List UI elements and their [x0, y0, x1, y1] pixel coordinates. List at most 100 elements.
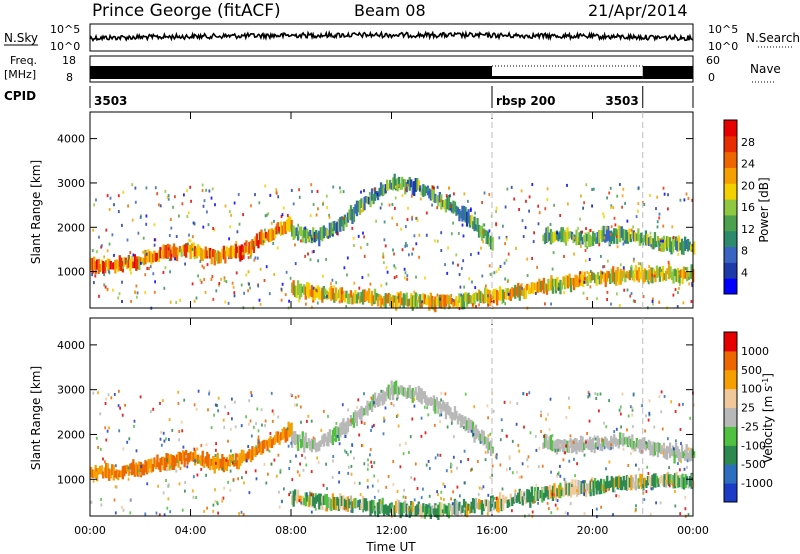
heatmap-cell: [440, 403, 443, 413]
heatmap-cell: [313, 497, 316, 509]
heatmap-speck: [626, 288, 629, 292]
heatmap-speck: [601, 271, 604, 275]
heatmap-cell: [693, 241, 696, 255]
heatmap-speck: [518, 496, 520, 500]
heatmap-cell: [209, 247, 212, 259]
heatmap-cell: [102, 471, 105, 479]
heatmap-cell: [449, 504, 452, 512]
heatmap-speck: [383, 261, 385, 265]
heatmap-speck: [625, 274, 627, 278]
heatmap-cell: [398, 176, 401, 188]
heatmap-speck: [99, 447, 102, 451]
heatmap-cell: [334, 223, 337, 234]
heatmap-cell: [331, 429, 334, 446]
heatmap-cell: [583, 480, 586, 497]
heatmap-cell: [414, 505, 417, 517]
heatmap-cell: [304, 228, 307, 244]
heatmap-speck: [679, 428, 682, 431]
heatmap-speck: [309, 214, 312, 218]
heatmap-speck: [187, 211, 190, 215]
freq-bar-2: [642, 66, 693, 79]
heatmap-speck: [309, 258, 312, 262]
heatmap-cell: [577, 277, 580, 288]
heatmap-speck: [156, 192, 159, 196]
heatmap-speck: [667, 437, 669, 441]
heatmap-speck: [207, 223, 210, 227]
heatmap-speck: [440, 398, 442, 402]
heatmap-cell: [103, 467, 106, 477]
heatmap-speck: [568, 406, 571, 409]
heatmap-speck: [610, 443, 612, 447]
heatmap-cell: [662, 235, 666, 252]
heatmap-speck: [99, 412, 102, 416]
heatmap-speck: [661, 427, 664, 431]
heatmap-speck: [550, 302, 552, 306]
heatmap-speck: [416, 487, 419, 490]
heatmap-speck: [588, 419, 591, 423]
heatmap-cell: [572, 278, 576, 291]
heatmap-speck: [153, 223, 156, 227]
heatmap-speck: [338, 442, 341, 446]
heatmap-speck: [522, 235, 525, 238]
heatmap-speck: [411, 215, 413, 219]
heatmap-speck: [231, 417, 233, 421]
heatmap-cell: [687, 452, 690, 460]
heatmap-speck: [350, 419, 352, 423]
heatmap-speck: [577, 242, 580, 245]
colorbar-tick-label: 1000: [741, 345, 769, 358]
heatmap-cell: [114, 259, 117, 274]
x-tick-label: 00:00: [74, 524, 106, 537]
heatmap-cell: [446, 402, 449, 415]
heatmap-cell: [354, 410, 357, 423]
heatmap-speck: [142, 250, 145, 254]
heatmap-speck: [175, 235, 178, 238]
heatmap-cell: [334, 287, 337, 302]
heatmap-speck: [455, 253, 458, 257]
heatmap-cell: [461, 415, 464, 428]
heatmap-speck: [397, 184, 399, 188]
heatmap-cell: [431, 505, 434, 514]
heatmap-speck: [648, 411, 651, 415]
velocity-data: [90, 380, 696, 520]
heatmap-cell: [422, 503, 425, 513]
heatmap-cell: [171, 455, 174, 470]
heatmap-cell: [646, 233, 649, 245]
heatmap-cell: [342, 495, 345, 511]
heatmap-speck: [158, 513, 161, 517]
heatmap-speck: [588, 392, 591, 396]
heatmap-speck: [477, 251, 480, 255]
heatmap-cell: [458, 501, 461, 511]
heatmap-speck: [515, 246, 517, 250]
heatmap-speck: [373, 461, 376, 465]
heatmap-speck: [295, 454, 297, 458]
x-tick-label: 12:00: [376, 524, 408, 537]
heatmap-speck: [169, 218, 172, 221]
colorbar-swatch: [724, 183, 737, 200]
heatmap-cell: [90, 257, 93, 271]
heatmap-speck: [619, 263, 622, 267]
heatmap-speck: [436, 185, 439, 189]
heatmap-speck: [232, 453, 234, 457]
heatmap-speck: [316, 301, 319, 305]
heatmap-speck: [671, 225, 674, 229]
heatmap-speck: [223, 486, 226, 490]
heatmap-cell: [447, 405, 451, 416]
heatmap-cell: [567, 231, 571, 239]
heatmap-cell: [118, 470, 121, 478]
heatmap-speck: [218, 282, 221, 285]
heatmap-speck: [107, 393, 110, 397]
heatmap-cell: [545, 227, 548, 243]
heatmap-cell: [281, 225, 284, 235]
heatmap-speck: [495, 497, 498, 500]
heatmap-cell: [177, 248, 180, 256]
heatmap-cell: [386, 179, 389, 191]
heatmap-speck: [210, 196, 213, 200]
heatmap-cell: [197, 244, 200, 256]
heatmap-speck: [264, 419, 267, 423]
heatmap-speck: [392, 403, 395, 407]
heatmap-cell: [594, 274, 597, 284]
heatmap-cell: [563, 230, 566, 243]
heatmap-cell: [404, 294, 407, 305]
heatmap-cell: [627, 475, 630, 490]
